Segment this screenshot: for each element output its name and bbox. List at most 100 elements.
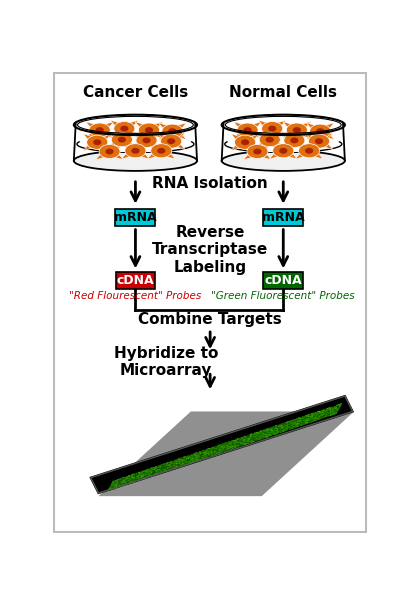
Ellipse shape	[115, 488, 117, 489]
Ellipse shape	[281, 428, 283, 429]
Ellipse shape	[213, 451, 214, 452]
Ellipse shape	[259, 437, 261, 438]
Ellipse shape	[321, 415, 323, 416]
Ellipse shape	[205, 449, 207, 450]
Ellipse shape	[160, 467, 162, 468]
Ellipse shape	[320, 415, 322, 416]
Ellipse shape	[274, 432, 275, 433]
Ellipse shape	[292, 127, 300, 133]
Ellipse shape	[269, 427, 271, 428]
Ellipse shape	[178, 464, 179, 465]
Ellipse shape	[240, 444, 241, 445]
Ellipse shape	[266, 431, 269, 432]
Ellipse shape	[122, 479, 124, 480]
Ellipse shape	[128, 478, 130, 479]
Ellipse shape	[167, 468, 169, 470]
Ellipse shape	[117, 479, 118, 480]
Ellipse shape	[211, 450, 213, 451]
Ellipse shape	[228, 441, 230, 443]
Ellipse shape	[240, 438, 243, 440]
Ellipse shape	[288, 422, 289, 423]
Ellipse shape	[180, 465, 182, 467]
Ellipse shape	[321, 416, 324, 417]
Text: Normal Cells: Normal Cells	[229, 85, 337, 100]
Ellipse shape	[231, 444, 234, 445]
Ellipse shape	[174, 464, 176, 465]
Ellipse shape	[123, 478, 125, 480]
Ellipse shape	[297, 423, 299, 425]
Ellipse shape	[304, 423, 305, 425]
Text: mRNA: mRNA	[261, 211, 304, 224]
Ellipse shape	[159, 470, 160, 471]
Ellipse shape	[164, 469, 166, 470]
Ellipse shape	[191, 455, 193, 456]
Ellipse shape	[158, 465, 160, 467]
Ellipse shape	[196, 458, 198, 459]
Ellipse shape	[152, 474, 153, 475]
Ellipse shape	[133, 474, 135, 476]
Ellipse shape	[161, 467, 162, 468]
Ellipse shape	[164, 467, 165, 468]
Ellipse shape	[188, 460, 189, 461]
Ellipse shape	[286, 426, 288, 428]
Ellipse shape	[131, 148, 139, 154]
Ellipse shape	[121, 479, 123, 480]
Ellipse shape	[257, 437, 259, 438]
Ellipse shape	[220, 450, 222, 451]
Ellipse shape	[113, 482, 115, 483]
Ellipse shape	[176, 459, 179, 461]
Ellipse shape	[288, 425, 290, 426]
Ellipse shape	[315, 416, 317, 418]
Ellipse shape	[267, 435, 269, 437]
Ellipse shape	[168, 462, 169, 463]
Ellipse shape	[263, 433, 264, 434]
Ellipse shape	[170, 463, 172, 464]
Ellipse shape	[109, 488, 110, 489]
Ellipse shape	[160, 464, 162, 465]
Ellipse shape	[296, 425, 299, 426]
Ellipse shape	[317, 412, 319, 413]
Ellipse shape	[153, 473, 154, 474]
Ellipse shape	[290, 426, 292, 427]
Ellipse shape	[128, 479, 129, 480]
Ellipse shape	[139, 477, 141, 478]
Ellipse shape	[155, 468, 156, 469]
Ellipse shape	[216, 453, 218, 454]
Ellipse shape	[251, 436, 252, 437]
Ellipse shape	[193, 455, 195, 456]
Ellipse shape	[116, 479, 118, 480]
Ellipse shape	[328, 409, 330, 410]
Ellipse shape	[172, 465, 174, 466]
Ellipse shape	[236, 444, 238, 446]
Ellipse shape	[269, 430, 271, 431]
Ellipse shape	[147, 475, 148, 476]
Ellipse shape	[191, 458, 193, 459]
Ellipse shape	[294, 426, 296, 428]
Ellipse shape	[247, 441, 249, 442]
Ellipse shape	[176, 463, 178, 464]
Ellipse shape	[164, 464, 165, 465]
Ellipse shape	[166, 467, 168, 468]
Ellipse shape	[211, 447, 213, 448]
Ellipse shape	[327, 409, 328, 410]
Ellipse shape	[77, 136, 193, 152]
Ellipse shape	[178, 461, 179, 462]
Ellipse shape	[236, 445, 238, 446]
Ellipse shape	[147, 474, 149, 476]
Ellipse shape	[196, 453, 198, 454]
Ellipse shape	[294, 420, 296, 421]
Ellipse shape	[209, 452, 211, 453]
Ellipse shape	[126, 476, 128, 477]
Ellipse shape	[240, 440, 241, 441]
Ellipse shape	[313, 417, 315, 418]
Ellipse shape	[249, 435, 251, 437]
Ellipse shape	[302, 421, 303, 422]
Ellipse shape	[254, 435, 255, 436]
Ellipse shape	[190, 455, 192, 456]
Ellipse shape	[185, 458, 187, 459]
Ellipse shape	[121, 479, 123, 480]
Ellipse shape	[306, 422, 308, 423]
Ellipse shape	[121, 480, 122, 481]
Ellipse shape	[248, 436, 250, 437]
Ellipse shape	[122, 477, 124, 478]
